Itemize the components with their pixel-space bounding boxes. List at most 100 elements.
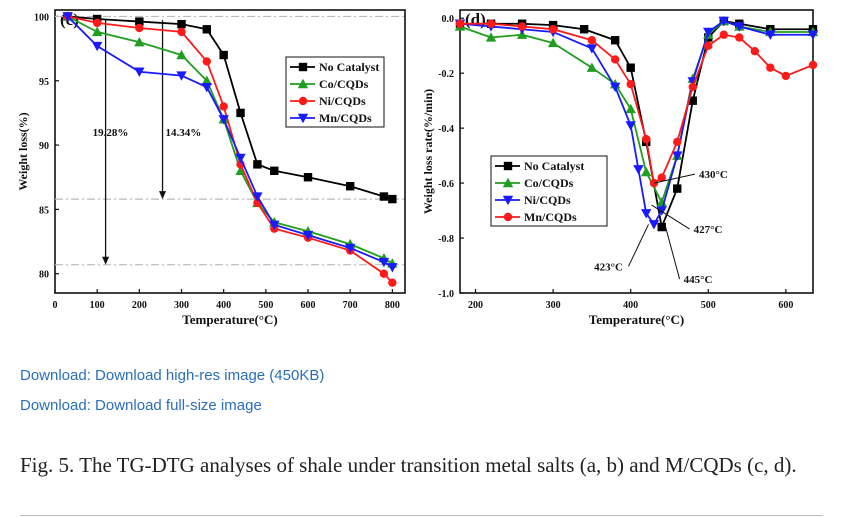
panel-0-series-3-point xyxy=(387,263,398,273)
panel-1-y-tick-label: -0.4 xyxy=(438,124,454,135)
panel-1-x-tick-label: 500 xyxy=(701,300,716,311)
panel-0-series-2-point xyxy=(379,269,389,278)
panel-0-y-tick-label: 90 xyxy=(39,141,49,152)
panel-0-y-tick-label: 95 xyxy=(39,77,49,88)
panel-1-peak-label: 427°C xyxy=(694,224,723,236)
panel-0-series-3-point xyxy=(344,243,356,254)
panel-0-series-3-point xyxy=(176,71,187,81)
panel-0-series-0-point xyxy=(135,17,144,26)
panel-0-series-0-point xyxy=(219,50,228,60)
panel-0-x-tick-label: 700 xyxy=(343,300,358,311)
panel-1-series-2-point xyxy=(609,82,621,93)
panel-0-series-2-point xyxy=(177,27,186,37)
panel-1-series-1-point xyxy=(485,32,497,42)
panel-1-series-2-point xyxy=(718,16,729,27)
panel-1-y-axis-label: Weight loss rate(%/min) xyxy=(421,89,435,214)
panel-1-series-2-point xyxy=(633,165,644,175)
panel-1-x-tick-label: 400 xyxy=(623,300,638,311)
download-links: Download: Download high-res image (450KB… xyxy=(20,367,324,427)
panel-0-series-line-3 xyxy=(67,15,393,269)
panel-0-legend-marker-3 xyxy=(297,113,309,124)
panel-1-y-tick-label: -0.8 xyxy=(438,234,454,245)
panel-1-series-3-point xyxy=(808,60,818,70)
panel-1-series-3-point xyxy=(657,173,666,182)
divider xyxy=(20,515,823,516)
panel-1-y-tick-label: 0.0 xyxy=(442,14,455,25)
panel-0-legend-label-1: Co/CQDs xyxy=(319,77,369,91)
panel-0-series-3-point xyxy=(235,153,246,164)
panel-0-y-axis-label: Weight loss(%) xyxy=(16,112,30,190)
panel-1-series-2-point xyxy=(625,121,636,131)
panel-1-legend-label-0: No Catalyst xyxy=(524,159,584,173)
panel-0-x-tick-label: 800 xyxy=(385,300,400,311)
panel-0-series-0-point xyxy=(388,194,397,204)
panel-0-legend-marker-1 xyxy=(297,78,309,89)
panel-0-series-0-point xyxy=(379,192,389,201)
panel-1-series-2-point xyxy=(586,44,598,54)
panel-1-series-3-point xyxy=(766,63,775,72)
panel-1-peak-label: 430°C xyxy=(699,169,728,181)
panel-0-legend-label-0: No Catalyst xyxy=(319,60,379,74)
panel-0-series-3-point xyxy=(218,115,229,125)
panel-0-series-3-point xyxy=(62,12,73,22)
panel-0-series-3-point xyxy=(252,192,263,202)
panel-1-x-tick-label: 300 xyxy=(546,300,561,311)
panel-0-series-3-point xyxy=(201,82,213,93)
panel-1-legend-label-1: Co/CQDs xyxy=(524,176,574,190)
panel-1-peak-leader xyxy=(628,224,649,267)
panel-1-legend-marker-3 xyxy=(503,212,513,222)
panel-0-series-0-point xyxy=(270,166,279,175)
panel-1-series-0-point xyxy=(673,184,682,193)
panel-0-annotation-arrowhead xyxy=(159,191,167,200)
panel-1-series-3-point xyxy=(781,71,791,81)
panel-0-legend-label-2: Ni/CQDs xyxy=(319,94,366,108)
panel-1-peak-label: 445°C xyxy=(684,274,713,286)
panel-0-series-2-point xyxy=(92,18,102,28)
panel-0-series-2-point xyxy=(202,57,212,66)
panel-1-series-line-1 xyxy=(459,20,813,204)
panel-1-series-1-point xyxy=(625,103,636,114)
panel-0-y-tick-label: 80 xyxy=(39,270,49,281)
panel-1-x-axis-label: Temperature(°C) xyxy=(589,312,684,327)
panel-0-series-3-point xyxy=(378,257,390,268)
panel-0-legend-marker-2 xyxy=(298,96,308,106)
panel-0-series-0-point xyxy=(303,173,313,182)
panel-0-series-3-point xyxy=(134,67,145,77)
panel-1-x-tick-label: 200 xyxy=(468,300,483,311)
panel-1-legend-label-3: Mn/CQDs xyxy=(524,210,577,224)
figure: (c)010020030040050060070080080859095100T… xyxy=(16,9,819,327)
panel-1-series-3-point xyxy=(517,22,527,31)
panel-1-series-3-point xyxy=(610,55,620,64)
panel-1-series-2-point xyxy=(672,151,683,161)
panel-1-series-2-point xyxy=(807,30,819,40)
panel-1-legend-label-2: Ni/CQDs xyxy=(524,193,571,207)
panel-0-x-tick-label: 600 xyxy=(301,300,316,311)
panel-0-legend-box xyxy=(285,56,385,128)
panel-1-series-3-point xyxy=(750,47,760,56)
panel-1-series-2-point xyxy=(765,30,776,40)
panel-1-legend-marker-1 xyxy=(502,177,514,188)
panel-0-series-0-point xyxy=(253,160,262,169)
panel-0-x-tick-label: 100 xyxy=(90,300,105,311)
panel-1-series-3-point xyxy=(548,25,558,34)
panel-1-series-0-point xyxy=(688,96,697,105)
panel-0-annotation-text: 19.28% xyxy=(93,127,129,139)
panel-1-x-tick-label: 600 xyxy=(778,300,793,311)
panel-1-peak-label: 423°C xyxy=(594,261,623,273)
download-full-size-link[interactable]: Download: Download full-size image xyxy=(20,397,262,414)
panel-1-series-2-point xyxy=(734,22,745,32)
panel-1-series-2-point xyxy=(640,209,652,219)
panel-0-series-1-point xyxy=(91,26,103,37)
panel-0-legend-marker-0 xyxy=(298,62,308,72)
panel-1-series-3-point xyxy=(688,82,697,92)
panel-0-x-tick-label: 0 xyxy=(53,300,58,311)
panel-1-legend-box xyxy=(490,155,608,227)
panel-0-series-3-point xyxy=(302,230,314,241)
panel-0-series-2-point xyxy=(219,102,228,111)
panel-0-series-3-point xyxy=(269,220,280,231)
panel-0-x-tick-label: 300 xyxy=(174,300,189,311)
figure-caption: Fig. 5. The TG-DTG analyses of shale und… xyxy=(20,453,797,477)
download-high-res-link[interactable]: Download: Download high-res image (450KB… xyxy=(20,367,325,384)
panel-0-x-tick-label: 500 xyxy=(258,300,273,311)
panel-0-series-0-point xyxy=(177,19,186,29)
